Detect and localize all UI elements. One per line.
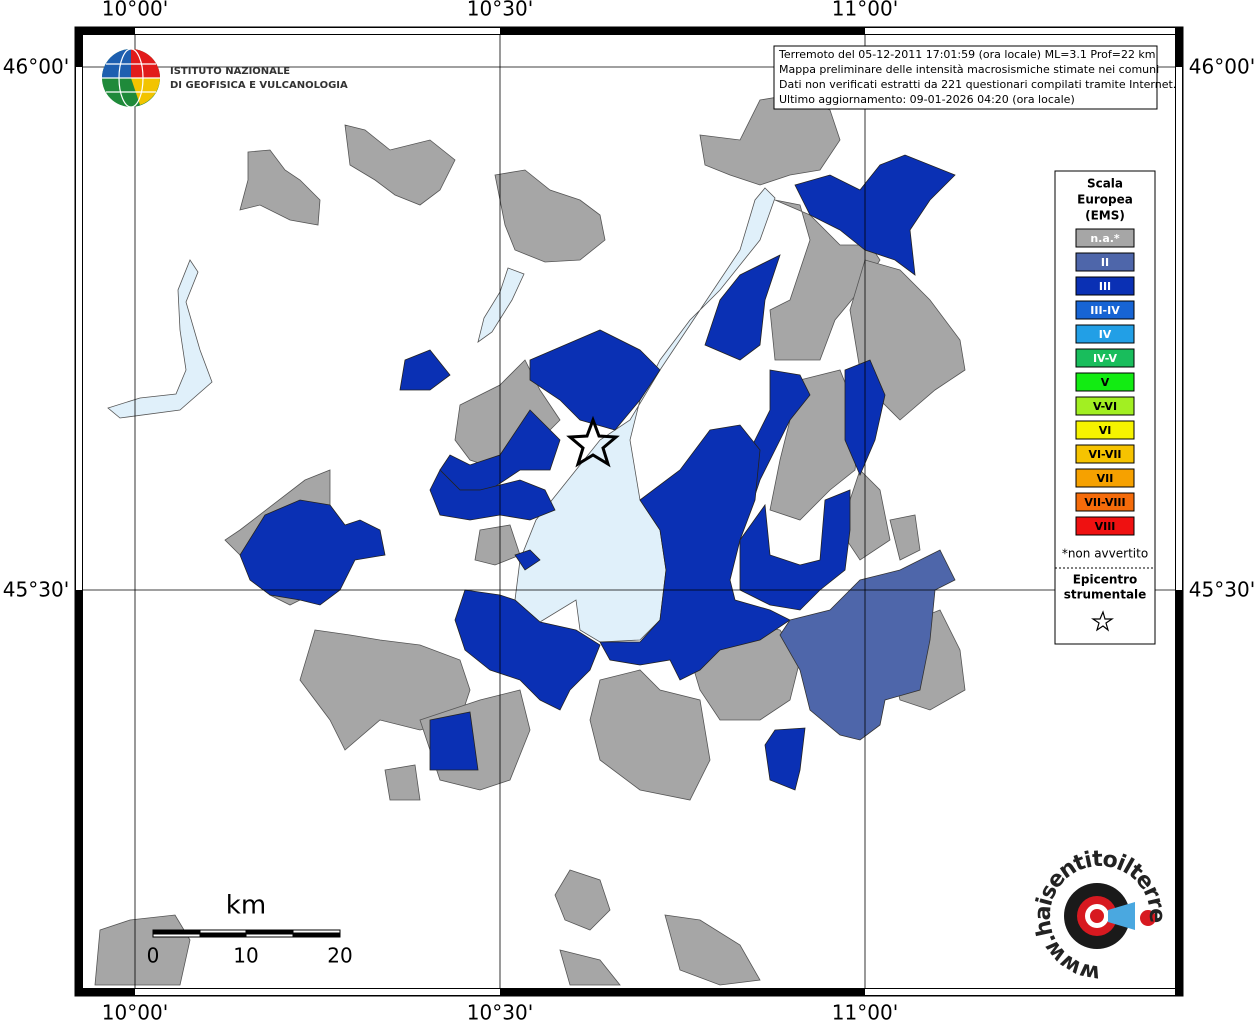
legend-star [1091, 610, 1114, 632]
legend-label: IV [1099, 328, 1112, 341]
legend-label: n.a.* [1090, 232, 1120, 245]
legend-note: *non avvertito [1062, 547, 1148, 561]
municipality-ii [779, 549, 956, 741]
legend-label: III-IV [1090, 304, 1120, 317]
info-line: Terremoto del 05-12-2011 17:01:59 (ora l… [778, 48, 1156, 61]
epicenter-star [566, 415, 620, 468]
logo-text: ISTITUTO NAZIONALE [170, 66, 290, 77]
legend-label: II [1101, 256, 1109, 269]
municipalities-iii [239, 154, 956, 791]
graticule-label: 11°00' [832, 1001, 898, 1024]
graticule-label: 46°00' [1189, 55, 1255, 79]
legend-label: VI-VII [1088, 448, 1121, 461]
graticule-label: 10°00' [102, 1001, 168, 1024]
legend-label: VI [1099, 424, 1112, 437]
info-line: Dati non verificati estratti da 221 ques… [779, 78, 1176, 91]
info-line: Ultimo aggiornamento: 09-01-2026 04:20 (… [779, 93, 1075, 106]
info-lines: Terremoto del 05-12-2011 17:01:59 (ora l… [778, 48, 1176, 106]
graticule-label: 45°30' [3, 578, 69, 602]
legend-swatch [1075, 324, 1135, 344]
legend-label: III [1099, 280, 1111, 293]
graticule-label: 46°00' [3, 55, 69, 79]
lake-idro [477, 267, 525, 343]
legend-swatch [1075, 516, 1135, 536]
legend: ScalaEuropea(EMS)n.a.*IIIIIIII-IVIVIV-VV… [1062, 177, 1148, 602]
scale-unit: km [226, 891, 266, 921]
legend-swatch [1075, 396, 1135, 416]
legend-swatch [1075, 252, 1135, 272]
scale-label: 10 [233, 944, 258, 968]
legend-label: V [1101, 376, 1110, 389]
legend-swatch [1075, 492, 1135, 512]
legend-label: VII [1097, 472, 1114, 485]
legend-swatch [1075, 300, 1135, 320]
scale-label: 0 [147, 944, 160, 968]
legend-swatch [1075, 468, 1135, 488]
graticule-label: 10°30' [467, 0, 533, 21]
legend-label: VII-VIII [1084, 496, 1125, 509]
graticule-label: 10°30' [467, 1001, 533, 1024]
legend-swatch [1075, 420, 1135, 440]
ingv-logo: ISTITUTO NAZIONALE DI GEOFISICA E VULCAN… [102, 48, 348, 108]
legend-swatch [1075, 444, 1135, 464]
logo-text: DI GEOFISICA E VULCANOLOGIA [170, 80, 348, 91]
scale-label: 20 [327, 944, 352, 968]
legend-title: Europea [1077, 193, 1133, 207]
legend-title: Scala [1087, 177, 1123, 191]
legend-epicenter: strumentale [1064, 588, 1147, 602]
legend-label: IV-V [1093, 352, 1118, 365]
lake-iseo [107, 259, 213, 419]
legend-swatch [1075, 348, 1135, 368]
legend-swatch [1075, 372, 1135, 392]
legend-label: V-VI [1093, 400, 1117, 413]
graticule-label: 45°30' [1189, 578, 1255, 602]
info-line: Mappa preliminare delle intensità macros… [779, 63, 1159, 76]
lake-garda [514, 187, 776, 643]
graticule-lines [83, 35, 1175, 988]
legend-label: VIII [1095, 520, 1116, 533]
graticule-label: 10°00' [102, 0, 168, 21]
legend-swatch [1075, 276, 1135, 296]
info-box [773, 45, 1158, 110]
legend-title: (EMS) [1085, 209, 1125, 223]
frame-border [75, 27, 1183, 996]
legend-swatch [1075, 228, 1135, 248]
graticule-label: 11°00' [832, 0, 898, 21]
legend-epicenter: Epicentro [1073, 573, 1138, 587]
scale-bar [152, 929, 341, 938]
